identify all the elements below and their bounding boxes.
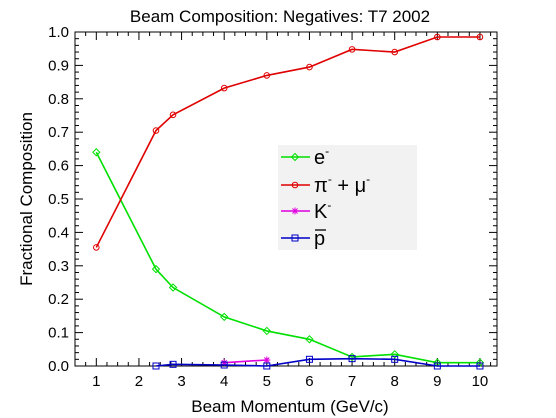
data-point-pion-muon (348, 46, 356, 53)
chart-title: Beam Composition: Negatives: T7 2002 (130, 7, 430, 26)
series-line-kaon (224, 359, 267, 364)
data-point-pion-muon (434, 33, 441, 41)
series-pion-muon (93, 33, 484, 251)
series-kaon (220, 356, 271, 367)
legend-label-antiproton: p (314, 228, 325, 250)
data-point-antiproton (391, 355, 399, 363)
legend-marker-kaon (291, 207, 299, 215)
x-tick-label: 7 (348, 373, 356, 390)
y-tick-label: 0.2 (48, 291, 69, 308)
data-point-electron (262, 326, 272, 336)
legend-marker-antiproton (291, 234, 299, 242)
series-layer (92, 33, 485, 370)
legend-box (278, 145, 417, 250)
legend: e-π- + μ-K-p (278, 144, 417, 250)
data-point-kaon (263, 356, 271, 364)
data-point-antiproton (152, 362, 160, 370)
y-tick-label: 0.0 (48, 358, 69, 375)
legend-label-pion-muon: π- + μ- (314, 172, 370, 197)
x-tick-label: 5 (263, 373, 271, 390)
series-line-pion-muon (95, 36, 480, 248)
series-line-electron (95, 151, 480, 364)
y-tick-label: 0.3 (48, 258, 69, 275)
data-point-electron (168, 283, 178, 292)
data-point-antiproton (169, 360, 177, 368)
data-point-pion-muon (220, 84, 228, 92)
legend-label-electron: e- (314, 144, 329, 169)
data-point-electron (219, 312, 229, 322)
x-tick-label: 10 (472, 373, 489, 390)
legend-entry-kaon: K- (281, 198, 331, 223)
x-tick-label: 6 (305, 373, 313, 390)
data-point-pion-muon (263, 72, 271, 79)
x-tick-label: 4 (220, 373, 228, 390)
x-tick-label: 8 (391, 373, 399, 390)
y-tick-label: 1.0 (48, 24, 69, 41)
legend-entry-electron: e- (281, 144, 329, 169)
legend-marker-pion-muon (291, 181, 299, 189)
y-tick-label: 0.5 (48, 191, 69, 208)
axes: 1 2 3 4 5 6 7 8 9 10 0.0 0.1 0.2 0.3 0.4 0.5 0.6 0.7 0.8 0.… (48, 24, 498, 390)
y-axis-label: Fractional Composition (17, 112, 36, 286)
data-point-electron (151, 264, 161, 274)
data-point-antiproton (433, 362, 441, 370)
data-point-antiproton (348, 355, 356, 363)
y-tick-label: 0.8 (48, 91, 69, 108)
x-tick-label: 3 (177, 373, 185, 390)
x-tick-label: 2 (135, 373, 143, 390)
data-point-pion-muon (93, 244, 100, 251)
legend-label-kaon: K- (314, 198, 331, 223)
data-point-kaon (220, 359, 228, 367)
x-axis-label: Beam Momentum (GeV/c) (191, 397, 388, 416)
data-point-pion-muon (152, 127, 160, 134)
series-antiproton (152, 355, 484, 370)
legend-entry-pion-muon: π- + μ- (281, 172, 370, 197)
y-tick-label: 0.7 (48, 124, 69, 141)
data-point-antiproton (220, 361, 228, 369)
series-line-antiproton (155, 357, 480, 367)
y-tick-label: 0.4 (48, 224, 69, 241)
data-point-pion-muon (306, 63, 313, 71)
y-tick-label: 0.9 (48, 57, 69, 74)
x-tick-label: 9 (433, 373, 441, 390)
data-point-antiproton (263, 362, 271, 370)
data-point-electron (305, 335, 314, 344)
data-point-electron (390, 350, 399, 359)
data-point-pion-muon (476, 33, 484, 41)
data-point-electron (92, 148, 101, 157)
data-point-pion-muon (391, 48, 398, 56)
data-point-antiproton (476, 362, 484, 370)
legend-entry-antiproton: p (281, 228, 326, 250)
data-point-antiproton (305, 355, 313, 363)
x-tick-label: 1 (92, 373, 100, 390)
legend-marker-electron (290, 152, 300, 162)
y-tick-label: 0.6 (48, 158, 69, 175)
data-point-pion-muon (169, 111, 177, 119)
y-tick-label: 0.1 (48, 325, 69, 342)
